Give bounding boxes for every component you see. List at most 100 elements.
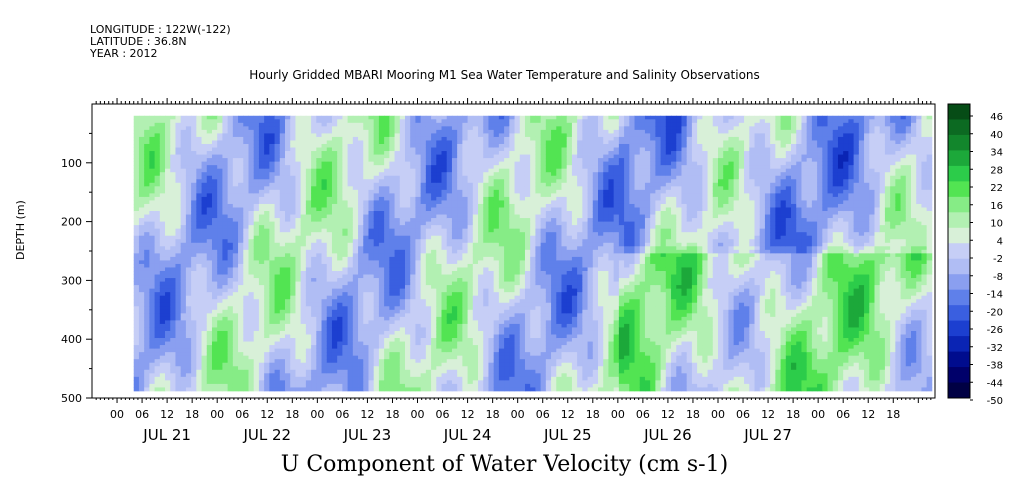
heatmap-cell [258,366,265,371]
heatmap-cell [331,154,338,159]
heatmap-cell [331,274,338,279]
heatmap-cell [420,263,427,268]
heatmap-cell [180,129,187,134]
heatmap-cell [217,355,223,360]
heatmap-cell [290,168,296,173]
heatmap-cell [206,387,213,392]
heatmap-cell [436,232,442,237]
heatmap-cell [337,211,343,215]
heatmap-cell [410,179,416,184]
heatmap-cell [253,119,260,124]
heatmap-cell [358,154,364,159]
heatmap-cell [149,119,155,124]
heatmap-cell [378,274,385,279]
heatmap-cell [363,193,369,198]
heatmap-cell [185,147,192,152]
heatmap-cell [337,151,343,155]
heatmap-cell [415,327,422,332]
heatmap-cell [264,263,270,268]
heatmap-cell [405,239,411,244]
heatmap-cell [451,260,458,265]
heatmap-cell [457,338,463,342]
heatmap-cell [243,270,249,275]
heatmap-cell [144,189,150,194]
heatmap-cell [243,246,249,251]
heatmap-cell [274,320,281,325]
heatmap-cell [368,119,375,124]
heatmap-cell [154,313,161,318]
heatmap-cell [373,218,380,222]
heatmap-cell [316,186,322,191]
heatmap-cell [441,348,448,353]
heatmap-cell [138,249,145,254]
heatmap-cell [222,263,229,268]
heatmap-cell [342,302,349,307]
heatmap-cell [311,126,317,131]
heatmap-cell [305,373,312,378]
heatmap-cell [462,323,468,328]
heatmap-cell [410,341,416,346]
heatmap-cell [342,143,349,148]
heatmap-cell [206,256,213,261]
heatmap-cell [420,239,427,244]
heatmap-cell [384,161,390,166]
heatmap-cell [415,232,422,237]
heatmap-cell [295,256,302,261]
heatmap-cell [196,263,202,268]
heatmap-cell [399,313,406,318]
heatmap-cell [144,383,150,388]
heatmap-cell [451,359,458,364]
heatmap-cell [337,119,343,124]
heatmap-cell [389,299,395,304]
heatmap-cell [285,369,291,374]
heatmap-cell [154,373,161,378]
heatmap-cell [165,352,171,357]
heatmap-cell [300,151,307,155]
heatmap-cell [331,285,338,290]
heatmap-cell [436,267,442,272]
heatmap-cell [196,172,202,177]
heatmap-cell [347,186,354,191]
heatmap-cell [316,211,322,215]
heatmap-cell [384,115,390,120]
heatmap-cell [305,126,312,131]
heatmap-cell [384,168,390,173]
heatmap-cell [394,281,401,286]
heatmap-cell [425,359,432,364]
heatmap-cell [238,359,244,364]
heatmap-cell [217,154,223,159]
heatmap-cell [410,189,416,194]
heatmap-cell [196,143,202,148]
heatmap-cell [347,292,354,297]
heatmap-cell [425,338,432,342]
heatmap-cell [436,362,442,367]
heatmap-cell [279,334,286,339]
heatmap-cell [149,373,155,378]
heatmap-cell [316,256,322,261]
heatmap-cell [378,373,385,378]
heatmap-cell [384,186,390,191]
heatmap-cell [165,179,171,184]
heatmap-cell [196,334,202,339]
heatmap-cell [378,225,385,230]
heatmap-cell [232,330,239,335]
heatmap-cell [446,369,453,374]
heatmap-cell [394,278,401,282]
heatmap-cell [326,179,333,184]
heatmap-cell [321,136,328,141]
heatmap-cell [384,306,390,311]
heatmap-cell [196,387,202,392]
heatmap-cell [311,119,317,124]
heatmap-cell [326,260,333,265]
heatmap-cell [138,327,145,332]
heatmap-cell [185,292,192,297]
heatmap-cell [358,327,364,332]
heatmap-cell [316,295,322,300]
heatmap-cell [368,253,375,258]
heatmap-cell [405,182,411,187]
heatmap-cell [295,309,302,314]
heatmap-cell [133,186,140,191]
heatmap-cell [462,218,468,222]
heatmap-cell [180,323,187,328]
heatmap-cell [457,309,463,314]
